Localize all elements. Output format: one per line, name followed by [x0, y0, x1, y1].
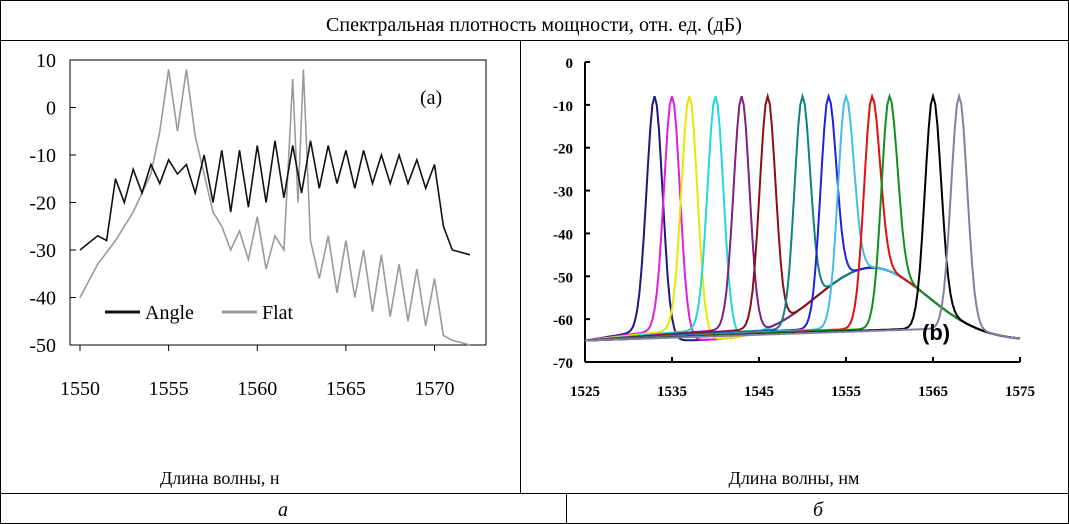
- y-tick-label: 10: [36, 50, 56, 72]
- y-tick-label: -10: [29, 145, 56, 167]
- panel-a-label: (a): [420, 87, 442, 109]
- x-tick-label: 1565: [918, 384, 948, 400]
- y-tick-label: -10: [553, 99, 573, 115]
- x-tick-label: 1555: [831, 384, 861, 400]
- x-tick-label: 1535: [657, 384, 687, 400]
- y-tick-label: -30: [553, 185, 573, 201]
- y-tick-label: -20: [29, 193, 56, 215]
- y-tick-label: -70: [553, 356, 573, 372]
- y-tick-label: -20: [553, 142, 573, 158]
- page-title: Спектральная плотность мощности, отн. ед…: [326, 14, 742, 36]
- caption-b: б: [813, 499, 824, 521]
- panel-a-x-ticks: 1550 1555 1560 1565 1570: [60, 345, 455, 400]
- y-tick-label: 0: [566, 56, 574, 72]
- series-13-line: [584, 92, 1021, 342]
- y-tick-label: 0: [46, 98, 56, 120]
- caption-a: а: [278, 499, 288, 521]
- panel-a-xlabel: Длина волны, н: [160, 468, 280, 488]
- panel-a-lines: [79, 69, 471, 346]
- panel-b-chart: 0-10-20-30-40-50-60-70 1525 1535 1545 1555 1…: [553, 56, 1035, 488]
- x-tick-label: 1525: [570, 384, 600, 400]
- panel-b-x-ticks: 1525 1535 1545 1555 1565 1575: [570, 357, 1035, 400]
- x-tick-label: 1575: [1005, 384, 1035, 400]
- panel-a-legend: Angle Flat: [105, 302, 294, 324]
- legend-angle-label: Angle: [145, 302, 194, 324]
- x-tick-label: 1570: [415, 378, 455, 400]
- panel-b-lines: [584, 92, 1021, 342]
- panel-a-y-ticks: 10 0 -10 -20 -30 -40 -50: [29, 50, 76, 357]
- panel-a-chart: 100-10-20-30-40-50 1550 1555 1560 1565 1570 …: [29, 50, 487, 488]
- panel-b-xlabel: Длина волны, нм: [729, 468, 860, 488]
- series-angle-line: [79, 140, 471, 256]
- y-tick-label: -40: [29, 288, 56, 310]
- x-tick-label: 1550: [60, 378, 100, 400]
- y-tick-label: -50: [553, 270, 573, 286]
- x-tick-label: 1545: [744, 384, 774, 400]
- x-tick-label: 1565: [326, 378, 366, 400]
- y-tick-label: -60: [553, 313, 573, 329]
- panel-b-label: (b): [922, 320, 950, 345]
- panel-b-y-ticks: 0 -10 -20 -30 -40 -50 -60 -70: [553, 56, 590, 372]
- label-mask: [340, 466, 518, 492]
- series-flat-line: [79, 69, 471, 346]
- y-tick-label: -30: [29, 240, 56, 262]
- y-tick-label: -40: [553, 227, 573, 243]
- x-tick-label: 1560: [237, 378, 277, 400]
- y-tick-label: -50: [29, 335, 56, 357]
- legend-flat-label: Flat: [262, 302, 294, 324]
- x-tick-label: 1555: [149, 378, 189, 400]
